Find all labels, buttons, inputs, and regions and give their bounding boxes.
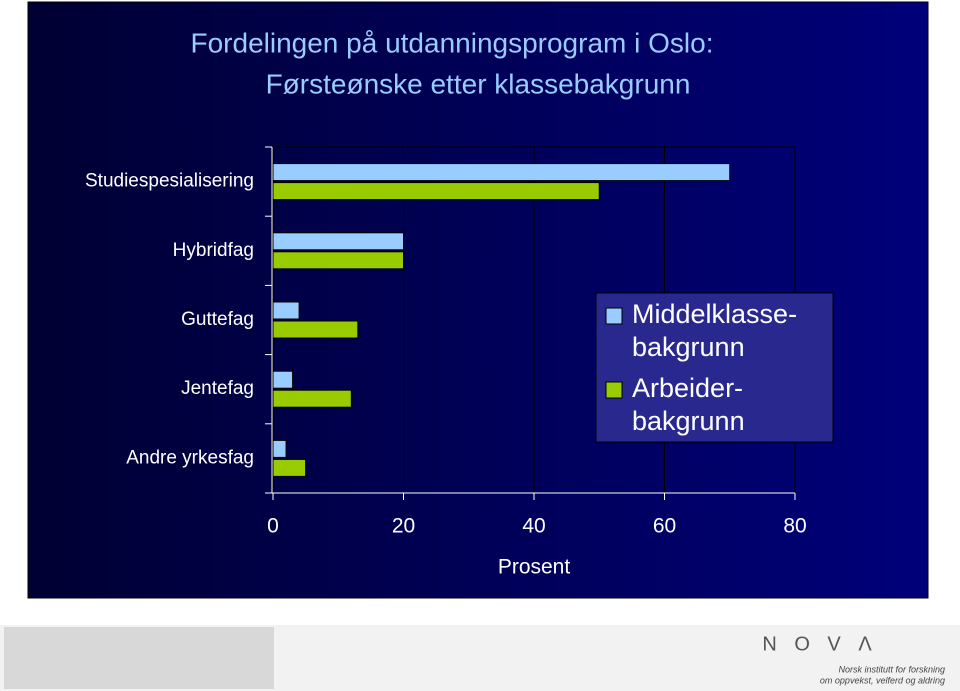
x-tick-label: 80 [783, 515, 806, 538]
x-axis-label: Prosent [498, 556, 571, 579]
legend-swatch [605, 307, 623, 325]
bar [272, 182, 600, 201]
y-tick-label: Jentefag [181, 378, 254, 399]
bar [272, 232, 404, 251]
footer-logo: N O V Λ [762, 633, 877, 655]
bar [272, 251, 404, 270]
x-tick-label: 0 [267, 515, 279, 538]
bar [272, 320, 359, 339]
legend-label: Arbeider-bakgrunn [632, 373, 745, 436]
footer-tagline: om oppvekst, velferd og aldring [820, 675, 945, 685]
y-tick-label: Andre yrkesfag [126, 447, 254, 468]
y-tick-label: Guttefag [181, 309, 254, 330]
legend-label: Middelklasse-bakgrunn [632, 299, 797, 362]
legend-swatch [605, 381, 623, 399]
y-tick-label: Hybridfag [173, 240, 254, 261]
x-tick-label: 20 [392, 515, 415, 538]
footer-image [4, 627, 274, 689]
chart-title: Fordelingen på utdanningsprogram i Oslo: [191, 27, 714, 58]
x-tick-label: 40 [522, 515, 545, 538]
legend-box [595, 292, 834, 443]
footer-tagline: Norsk institutt for forskning [838, 664, 945, 674]
x-tick-label: 60 [653, 515, 676, 538]
bar [272, 389, 352, 408]
bar [272, 163, 731, 182]
y-tick-label: Studiespesialisering [85, 171, 254, 192]
bar [272, 439, 287, 458]
bar [272, 458, 307, 477]
bar [272, 301, 300, 320]
chart-subtitle: Førsteønske etter klassebakgrunn [266, 68, 691, 99]
bar [272, 370, 294, 389]
